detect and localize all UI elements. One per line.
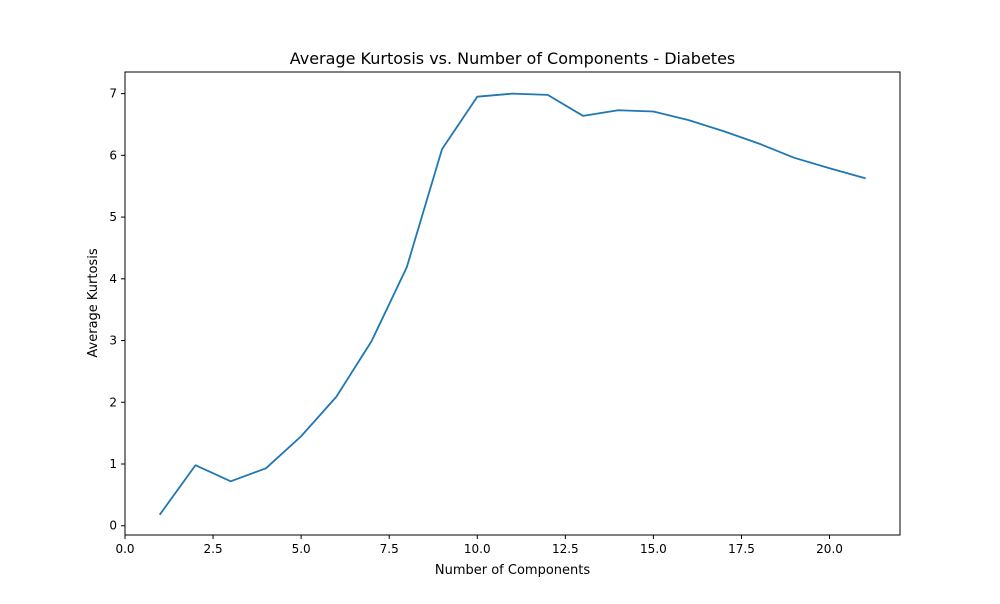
y-tick-label: 1	[109, 457, 117, 471]
x-tick-label: 20.0	[816, 542, 843, 556]
x-tick-label: 7.5	[380, 542, 399, 556]
axis-ticks: 0.0 2.5 5.0 7.5 10.0 12.5 15.0 17.5 20.0 0 1 2 3 4 5 6 7	[109, 87, 843, 556]
y-tick-label: 6	[109, 148, 117, 162]
x-tick-label: 0.0	[115, 542, 134, 556]
plot-frame	[124, 71, 901, 536]
series-line	[158, 92, 866, 516]
series-layer	[158, 92, 866, 516]
chart-title: Average Kurtosis vs. Number of Component…	[290, 49, 736, 68]
y-tick-label: 3	[109, 334, 117, 348]
x-axis-label: Number of Components	[435, 563, 590, 578]
x-tick-label: 10.0	[464, 542, 491, 556]
x-tick-label: 12.5	[552, 542, 579, 556]
x-tick-label: 15.0	[640, 542, 667, 556]
x-tick-label: 2.5	[204, 542, 223, 556]
x-tick-label: 17.5	[728, 542, 755, 556]
y-axis-label: Average Kurtosis	[86, 248, 101, 357]
y-tick-label: 7	[109, 87, 117, 101]
y-tick-label: 0	[109, 519, 117, 533]
x-tick-label: 5.0	[292, 542, 311, 556]
y-tick-label: 4	[109, 272, 117, 286]
y-tick-label: 2	[109, 395, 117, 409]
y-tick-label: 5	[109, 210, 117, 224]
